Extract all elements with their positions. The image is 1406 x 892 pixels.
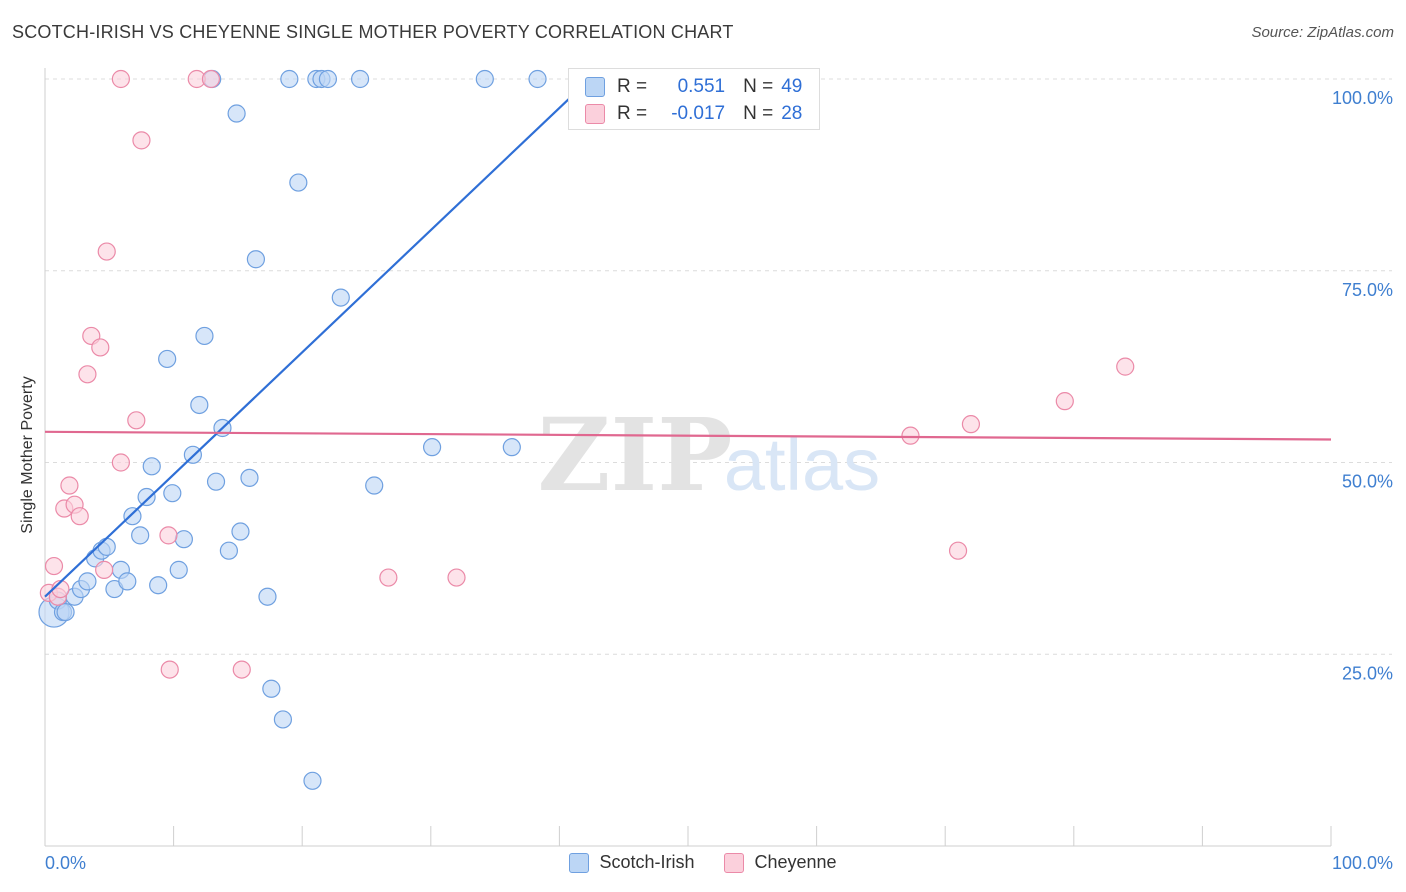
scotch-irish-point bbox=[350, 69, 370, 89]
tick-labels: 25.0% 50.0% 75.0% 100.0% 0.0% 100.0% bbox=[45, 88, 1393, 873]
cheyenne-swatch bbox=[585, 104, 605, 124]
stats-row-scotch-irish: R = 0.551 N = 49 bbox=[585, 75, 802, 99]
scotch-irish-point bbox=[240, 468, 259, 487]
scotch-irish-point bbox=[190, 395, 209, 415]
scotch-irish-point bbox=[258, 587, 277, 606]
legend-item-scotch-irish[interactable]: Scotch-Irish bbox=[569, 852, 694, 873]
n-value: 49 bbox=[781, 76, 803, 97]
cheyenne-point bbox=[159, 526, 178, 545]
scotch-irish-point bbox=[422, 438, 442, 457]
stats-row-cheyenne: R = -0.017 N = 28 bbox=[585, 102, 802, 126]
chart-title: SCOTCH-IRISH VS CHEYENNE SINGLE MOTHER P… bbox=[12, 22, 734, 42]
data-points bbox=[38, 69, 1135, 790]
cheyenne-point bbox=[95, 560, 114, 579]
legend-label: Cheyenne bbox=[754, 852, 837, 872]
cheyenne-point bbox=[201, 69, 220, 89]
scotch-irish-point bbox=[231, 522, 250, 541]
cheyenne-point bbox=[447, 568, 466, 587]
scotch-irish-point bbox=[365, 476, 384, 495]
y-tick-label: 75.0% bbox=[1342, 280, 1393, 300]
scotch-irish-point bbox=[163, 484, 182, 503]
scotch-irish-point bbox=[118, 572, 137, 591]
cheyenne-point bbox=[111, 69, 130, 89]
trend-lines bbox=[44, 97, 1332, 598]
cheyenne-point bbox=[232, 660, 251, 679]
cheyenne-point bbox=[97, 242, 116, 261]
scotch-irish-point bbox=[56, 602, 75, 622]
cheyenne-point bbox=[379, 568, 398, 587]
scotch-irish-point bbox=[331, 288, 350, 307]
cheyenne-point bbox=[91, 338, 110, 357]
scotch-irish-point bbox=[502, 438, 521, 457]
legend-swatch-pink bbox=[724, 852, 745, 873]
scotch-irish-point bbox=[174, 530, 193, 549]
legend-label: Scotch-Irish bbox=[599, 852, 695, 872]
scotch-irish-point bbox=[158, 349, 177, 369]
scotch-irish-point bbox=[303, 771, 322, 790]
scotch-irish-point bbox=[206, 472, 226, 491]
scotch-irish-point bbox=[273, 710, 293, 729]
scotch-irish-point bbox=[227, 104, 246, 123]
scotch-irish-point bbox=[246, 250, 266, 269]
cheyenne-point bbox=[111, 453, 130, 472]
scotch-irish-point bbox=[528, 69, 547, 89]
stats-legend: R = 0.551 N = 49 R = -0.017 N = 28 bbox=[568, 68, 820, 130]
y-tick-label: 25.0% bbox=[1342, 663, 1393, 683]
scotch-irish-point bbox=[318, 69, 338, 89]
scotch-irish-point bbox=[78, 572, 97, 591]
axes bbox=[44, 68, 1332, 847]
legend-swatch-blue bbox=[569, 852, 590, 873]
r-value: -0.017 bbox=[671, 103, 726, 124]
cheyenne-point bbox=[60, 476, 79, 495]
scotch-irish-swatch bbox=[585, 77, 605, 97]
source-credit: Source: ZipAtlas.com bbox=[1251, 24, 1394, 41]
cheyenne-point bbox=[132, 131, 151, 150]
y-tick-label: 100.0% bbox=[1332, 88, 1393, 108]
n-label: N = bbox=[743, 103, 774, 124]
scotch-irish-point bbox=[97, 537, 116, 556]
scotch-irish-point bbox=[219, 541, 238, 560]
n-value: 28 bbox=[781, 103, 803, 124]
scotch-irish-point bbox=[149, 576, 168, 595]
cheyenne-point bbox=[70, 507, 89, 526]
cheyenne-point bbox=[127, 411, 146, 430]
scotch-irish-point bbox=[123, 507, 142, 526]
series-legend: Scotch-Irish Cheyenne bbox=[0, 852, 1406, 873]
cheyenne-point bbox=[44, 556, 64, 576]
cheyenne-point bbox=[901, 426, 920, 445]
cheyenne-point bbox=[160, 660, 179, 679]
gridlines bbox=[45, 78, 1392, 655]
cheyenne-point bbox=[1116, 357, 1135, 376]
scotch-irish-point bbox=[195, 326, 214, 346]
scotch-irish-trend-line bbox=[44, 97, 571, 598]
r-value: 0.551 bbox=[677, 76, 726, 97]
cheyenne-point bbox=[1055, 392, 1074, 411]
scotch-irish-point bbox=[262, 679, 281, 698]
y-tick-label: 50.0% bbox=[1342, 472, 1393, 492]
legend-item-cheyenne[interactable]: Cheyenne bbox=[724, 852, 837, 873]
cheyenne-point bbox=[948, 541, 968, 560]
r-label: R = bbox=[617, 103, 648, 124]
scotch-irish-point bbox=[142, 457, 161, 476]
x-tick-label: 0.0% bbox=[45, 853, 86, 873]
cheyenne-point bbox=[78, 365, 97, 384]
scotch-irish-point bbox=[475, 69, 494, 89]
scotch-irish-point bbox=[137, 487, 156, 507]
r-label: R = bbox=[617, 76, 648, 97]
scotch-irish-point bbox=[289, 173, 308, 192]
x-tick-label: 100.0% bbox=[1332, 853, 1393, 873]
scotch-irish-point bbox=[280, 69, 299, 89]
watermark-zip: ZIP bbox=[538, 396, 733, 514]
n-label: N = bbox=[743, 76, 774, 97]
cheyenne-trend-line bbox=[44, 430, 1332, 441]
scotch-irish-point bbox=[131, 526, 150, 545]
cheyenne-point bbox=[961, 415, 981, 434]
scotch-irish-point bbox=[169, 560, 188, 579]
